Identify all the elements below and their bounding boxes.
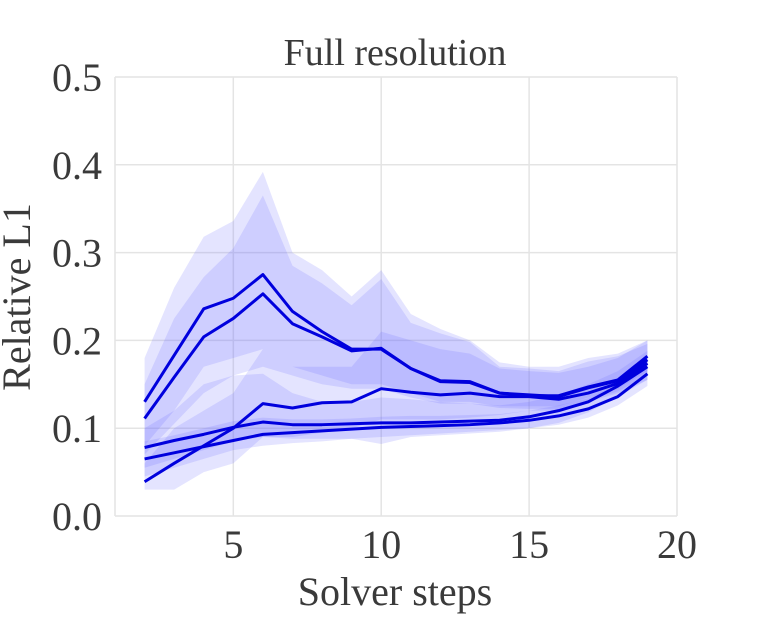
x-tick-label: 20 (657, 522, 697, 567)
y-axis-label: Relative L1 (0, 203, 39, 391)
y-tick-label: 0.0 (52, 494, 102, 539)
series-line-4 (144, 365, 649, 449)
series-line-2 (143, 292, 649, 420)
confidence-band-5 (144, 359, 648, 477)
y-tick-label: 0.2 (52, 318, 102, 363)
confidence-band-2 (144, 195, 648, 455)
series-line-5 (144, 372, 649, 461)
confidence-band-1 (144, 171, 648, 446)
confidence-band-4 (144, 350, 648, 468)
y-tick-label: 0.1 (52, 406, 102, 451)
grid (114, 76, 678, 517)
x-tick-labels: 5 10 15 20 (223, 522, 697, 567)
x-tick-label: 10 (361, 522, 401, 567)
y-tick-labels: 0.0 0.1 0.2 0.3 0.4 0.5 (52, 55, 102, 539)
chart-title: Full resolution (284, 32, 507, 74)
x-tick-label: 5 (223, 522, 243, 567)
confidence-bands (144, 171, 648, 490)
series-lines (143, 273, 649, 484)
x-tick-label: 15 (509, 522, 549, 567)
x-axis-label: Solver steps (298, 569, 492, 614)
series-line-3 (143, 361, 649, 484)
y-tick-label: 0.5 (52, 55, 102, 100)
y-tick-label: 0.4 (52, 143, 102, 188)
confidence-band-3 (144, 331, 648, 490)
y-tick-label: 0.3 (52, 231, 102, 276)
